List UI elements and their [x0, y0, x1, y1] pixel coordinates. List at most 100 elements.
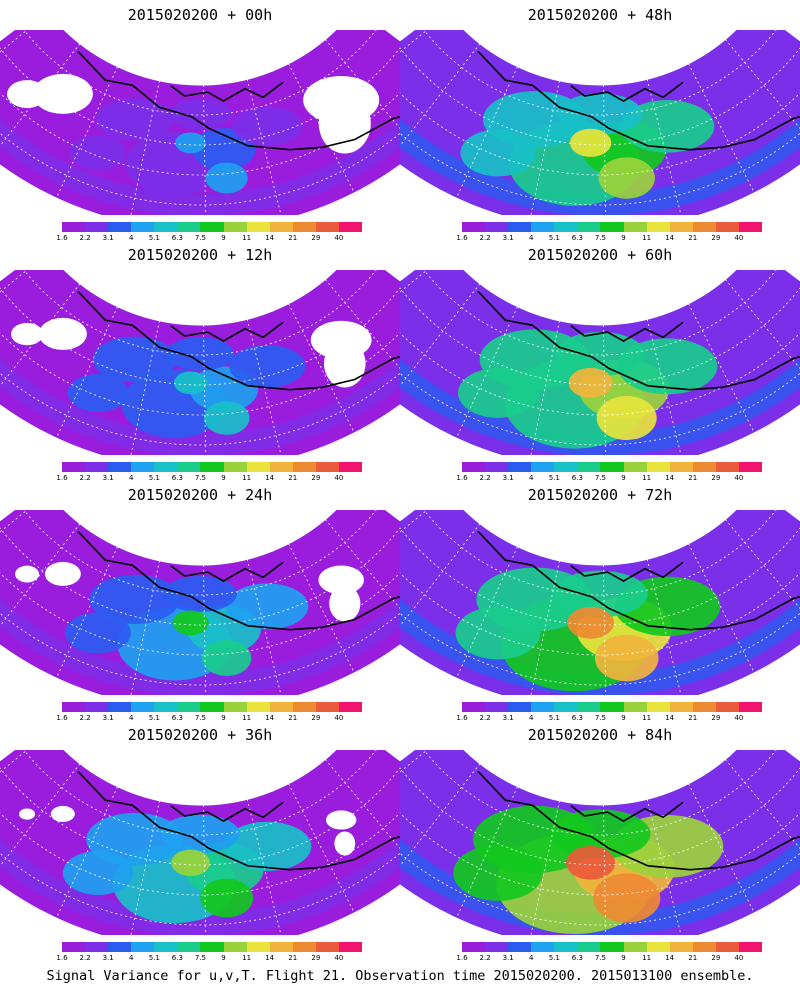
- panel-title: 2015020200 + 60h: [527, 246, 673, 264]
- latitude-line: [400, 559, 800, 686]
- colorbar-tick-label: 9: [221, 474, 226, 482]
- longitude-line: [128, 800, 160, 935]
- colorbar-swatch: [508, 222, 532, 232]
- variance-contour-region: [173, 371, 208, 395]
- colorbar-tick-label: 11: [242, 954, 252, 962]
- colorbar-tick-label: 3.1: [102, 474, 114, 482]
- colorbar-tick-label: 14: [265, 234, 275, 242]
- map-panel: 2015020200 + 72h 1.6 2.2 3.1 4 5.1 6.3 7.5 9 11 14…: [400, 480, 800, 722]
- colorbar-tick-label: 6.3: [571, 474, 583, 482]
- colorbar-tick-label: 7.5: [194, 714, 207, 722]
- latitude-line: [0, 79, 400, 206]
- colorbar-swatch: [692, 702, 716, 712]
- longitude-line: [246, 319, 283, 455]
- colorbar-swatch: [338, 462, 363, 472]
- colorbar-tick-label: 3.1: [102, 954, 114, 962]
- colorbar-swatch: [738, 702, 763, 712]
- colorbar-tick-label: 11: [642, 714, 652, 722]
- colorbar-swatch: [531, 702, 555, 712]
- variance-contour-region: [569, 128, 612, 157]
- variance-contour-region: [594, 634, 659, 682]
- colorbar: [62, 222, 363, 232]
- colorbar-tick-label: 40: [734, 954, 744, 962]
- colorbar-tick-label: 9: [621, 474, 626, 482]
- longitude-line: [55, 546, 118, 679]
- colorbar-tick-label: 1.6: [56, 474, 68, 482]
- colorbar-swatch: [315, 702, 339, 712]
- arctic-islands-coastline: [170, 321, 284, 343]
- panel-title: 2015020200 + 24h: [127, 486, 273, 504]
- longitude-line: [288, 543, 355, 674]
- variance-contour-region: [67, 373, 129, 412]
- longitude-line: [203, 804, 207, 935]
- colorbar-tick-label: 5.1: [148, 474, 160, 482]
- colorbar-swatch: [554, 462, 578, 472]
- colorbar-swatch: [646, 702, 670, 712]
- colorbar-tick-label: 6.3: [571, 954, 583, 962]
- variance-contour-region: [458, 367, 539, 418]
- colorbar-tick-label: 4: [128, 954, 134, 962]
- missing-data-region: [325, 810, 357, 830]
- map-panel: 2015020200 + 60h 1.6 2.2 3.1 4 5.1 6.3 7.5 9 11 14…: [400, 240, 800, 482]
- colorbar-swatch: [600, 702, 624, 712]
- longitude-line: [688, 63, 755, 194]
- missing-data-region: [11, 322, 44, 346]
- colorbar: [462, 942, 763, 952]
- colorbar-swatch: [62, 462, 86, 472]
- map-outline: [400, 30, 800, 215]
- colorbar-swatch: [154, 942, 178, 952]
- longitude-line: [455, 66, 518, 199]
- colorbar-tick-label: 4: [528, 234, 534, 242]
- colorbar-tick-label: 4: [528, 954, 534, 962]
- longitude-line: [528, 320, 560, 455]
- colorbar-swatch: [62, 702, 86, 712]
- colorbar-swatch: [623, 462, 647, 472]
- longitude-line: [400, 523, 481, 639]
- variance-contour-region: [460, 129, 536, 177]
- longitude-line: [455, 306, 518, 439]
- colorbar-swatch: [338, 942, 363, 952]
- longitude-line: [528, 560, 560, 695]
- latitude-line: [400, 523, 800, 626]
- map-panel: 2015020200 + 12h 1.6 2.2 3.1 4 5.1 6.3 7.5 9 11 14…: [0, 240, 400, 482]
- colorbar-tick-label: 1.6: [456, 474, 468, 482]
- colorbar-tick-label: 40: [734, 234, 744, 242]
- colorbar-swatch: [485, 702, 509, 712]
- colorbar-swatch: [315, 222, 339, 232]
- longitude-line: [55, 66, 118, 199]
- colorbar-tick-label: 4: [528, 474, 534, 482]
- variance-contour-region: [171, 849, 211, 877]
- colorbar-tick-label: 7.5: [194, 474, 207, 482]
- colorbar-swatch: [246, 942, 270, 952]
- arctic-islands-coastline: [570, 81, 684, 103]
- colorbar-swatch: [508, 702, 532, 712]
- colorbar-tick-label: 3.1: [502, 474, 514, 482]
- latitude-line: [0, 283, 400, 386]
- panel-title: 2015020200 + 36h: [127, 726, 273, 744]
- colorbar-swatch: [246, 702, 270, 712]
- colorbar-tick-label: 14: [265, 474, 275, 482]
- latitude-line: [0, 763, 400, 866]
- colorbar-swatch: [669, 222, 693, 232]
- colorbar-tick-label: 7.5: [194, 234, 207, 242]
- colorbar-tick-label: 5.1: [548, 714, 560, 722]
- colorbar-tick-label: 29: [711, 474, 721, 482]
- map-panel: 2015020200 + 00h 1.6 2.2 3.1 4 5.1 6.3 7.5 9 11 14…: [0, 0, 400, 242]
- colorbar-tick-label: 9: [221, 234, 226, 242]
- colorbar-swatch: [131, 462, 155, 472]
- variance-contour-region: [566, 846, 616, 880]
- missing-data-region: [50, 805, 75, 822]
- longitude-line: [55, 786, 118, 919]
- colorbar-swatch: [646, 222, 670, 232]
- colorbar-swatch: [200, 942, 224, 952]
- panel-title: 2015020200 + 84h: [527, 726, 673, 744]
- longitude-line: [646, 79, 683, 215]
- longitude-line: [128, 560, 160, 695]
- colorbar-tick-label: 4: [128, 474, 134, 482]
- colorbar-labels: 1.6 2.2 3.1 4 5.1 6.3 7.5 9 11 14 21 29 40: [456, 474, 762, 484]
- variance-map: [0, 270, 400, 455]
- colorbar-swatch: [292, 222, 316, 232]
- variance-map: [400, 750, 800, 935]
- longitude-line: [688, 783, 755, 914]
- colorbar-tick-label: 11: [242, 234, 252, 242]
